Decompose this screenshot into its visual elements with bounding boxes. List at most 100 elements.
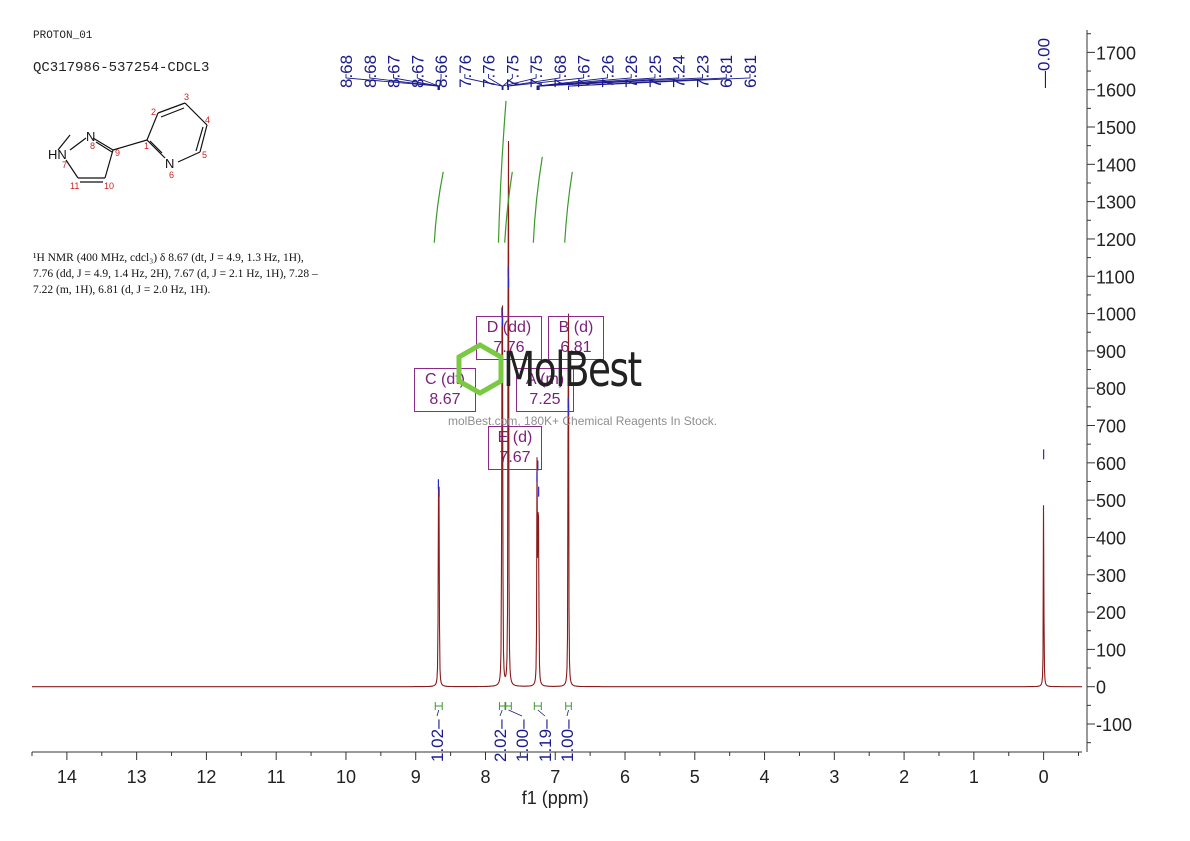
x-tick-label: 2 <box>899 767 909 787</box>
peak-label-leader <box>538 74 703 90</box>
x-tick-label: 1 <box>969 767 979 787</box>
x-tick-label: 9 <box>411 767 421 787</box>
integral-value: 1.02– <box>428 719 447 762</box>
x-axis-label: f1 (ppm) <box>522 788 589 808</box>
peak-label: 8.67 <box>408 55 427 88</box>
y-tick-label: 1500 <box>1096 118 1136 138</box>
peak-label-leader <box>438 74 442 90</box>
multiplet-shift: 6.81 <box>560 339 592 356</box>
y-tick-label: 1600 <box>1096 81 1136 101</box>
peak-label: 8.68 <box>337 55 356 88</box>
peak-label: 7.76 <box>456 55 475 88</box>
description-line: 7.22 (m, 1H), 6.81 (d, J = 2.0 Hz, 1H). <box>33 284 211 296</box>
peak-label: 8.67 <box>385 55 404 88</box>
peak-label: 6.81 <box>717 55 736 88</box>
sample-name: QC317986-537254-CDCL3 <box>33 60 210 76</box>
atom-index-6: 6 <box>169 170 174 180</box>
multiplet-label: D (dd) <box>486 319 532 336</box>
peak-labels-group: 8.68 8.68 8.67 8.67 8.66 7.76 7.76 7.75 7.75 7.68… <box>337 38 1054 90</box>
y-tick-label: 600 <box>1096 454 1126 474</box>
experiment-name: PROTON_01 <box>33 30 93 42</box>
multiplet-box-e: E (d) 7.67 <box>488 426 542 470</box>
integral-curve <box>433 171 444 243</box>
atom-index-5: 5 <box>202 150 207 160</box>
peak-label-leader <box>488 74 503 90</box>
multiplet-box-c: C (dt) 8.67 <box>414 368 476 412</box>
multiplet-shift: 7.67 <box>499 449 531 466</box>
multiplet-label: C (dt) <box>425 371 465 388</box>
watermark-brand: MolBest <box>503 342 642 398</box>
x-tick-label: 7 <box>550 767 560 787</box>
y-tick-label: 400 <box>1096 528 1126 548</box>
atom-index-11: 11 <box>70 181 79 191</box>
integral-leader <box>537 709 546 717</box>
multiplet-box-d: D (dd) 7.76 <box>476 316 542 360</box>
peak-label-leader <box>507 74 561 90</box>
peak-label-leader <box>502 74 537 90</box>
atom-index-9: 9 <box>115 148 120 158</box>
atom-index-10: 10 <box>104 181 114 191</box>
x-tick-label: 5 <box>690 767 700 787</box>
peak-label-leader <box>536 74 632 90</box>
y-tick-label: 200 <box>1096 603 1126 623</box>
atom-index-3: 3 <box>184 92 189 102</box>
multiplet-shift: 7.25 <box>529 391 561 408</box>
nmr-description: ¹H NMR (400 MHz, cdcl₃) δ 8.67 (dt, J = … <box>33 250 378 298</box>
atom-index-1: 1 <box>144 141 149 151</box>
description-line: ¹H NMR (400 MHz, cdcl₃) δ 8.67 (dt, J = … <box>33 252 304 264</box>
peak-label-leader <box>538 74 680 90</box>
integral-value: 1.00– <box>558 719 577 762</box>
peak-label: 7.75 <box>503 55 522 88</box>
y-tick-label: 1400 <box>1096 155 1136 175</box>
peak-label: 7.23 <box>693 55 712 88</box>
x-tick-label: 10 <box>336 767 356 787</box>
y-tick-label: 1100 <box>1096 267 1135 287</box>
x-tick-label: 14 <box>57 767 77 787</box>
atom-index-2: 2 <box>151 107 156 117</box>
multiplet-shift: 8.67 <box>429 391 461 408</box>
x-tick-label: 13 <box>127 767 147 787</box>
integral-leader <box>566 709 569 717</box>
x-tick-label: 0 <box>1039 767 1049 787</box>
peak-label: 7.24 <box>670 55 689 88</box>
integral-curve <box>504 171 513 243</box>
x-tick-label: 12 <box>196 767 216 787</box>
integrals-group: 1.02– 2.02– 1.00– 1.19– 1.00– <box>428 100 577 762</box>
y-tick-label: 1700 <box>1096 43 1136 63</box>
integral-leader <box>499 709 503 717</box>
peak-label-leader <box>369 74 439 90</box>
peak-label: 8.68 <box>361 55 380 88</box>
multiplet-box-a: A (m) 7.25 <box>516 368 574 412</box>
peak-label-leader <box>537 74 656 90</box>
y-tick-label: 1200 <box>1096 230 1136 250</box>
y-tick-label: 800 <box>1096 379 1126 399</box>
y-tick-label: 500 <box>1096 491 1126 511</box>
peak-label-leader <box>508 74 585 90</box>
x-tick-label: 3 <box>829 767 839 787</box>
multiplet-shift: 7.76 <box>493 339 525 356</box>
x-tick-label: 6 <box>620 767 630 787</box>
y-tick-label: 700 <box>1096 417 1126 437</box>
peak-label: 7.75 <box>527 55 546 88</box>
atom-n6: N <box>165 156 174 171</box>
x-tick-label: 4 <box>760 767 770 787</box>
atom-hn: HN <box>48 147 67 162</box>
multiplet-label: E (d) <box>497 429 533 446</box>
spectrum-line <box>32 140 1082 688</box>
hexagon-logo-icon <box>456 342 504 396</box>
axes-group: 14 13 12 11 10 9 8 7 6 5 4 3 2 1 0f1 (ppm)170016001500… <box>31 30 1136 808</box>
integral-leader <box>436 709 440 717</box>
watermark-tagline: molBest.com, 180K+ Chemical Reagents In … <box>448 414 718 428</box>
y-tick-label: 1300 <box>1096 193 1136 213</box>
y-tick-label: 300 <box>1096 566 1126 586</box>
integral-value: 2.02– <box>491 719 510 762</box>
molecule-structure: HN N N 1 2 3 4 5 6 7 8 9 10 11 <box>48 92 210 191</box>
integral-curve <box>497 100 507 243</box>
spectrum-trace-group <box>32 140 1082 688</box>
y-tick-label: -100 <box>1096 715 1132 735</box>
y-tick-label: 900 <box>1096 342 1126 362</box>
peak-label-leader <box>568 74 751 90</box>
tms-label: —0.00 <box>1035 38 1054 88</box>
peak-label: 7.25 <box>646 55 665 88</box>
